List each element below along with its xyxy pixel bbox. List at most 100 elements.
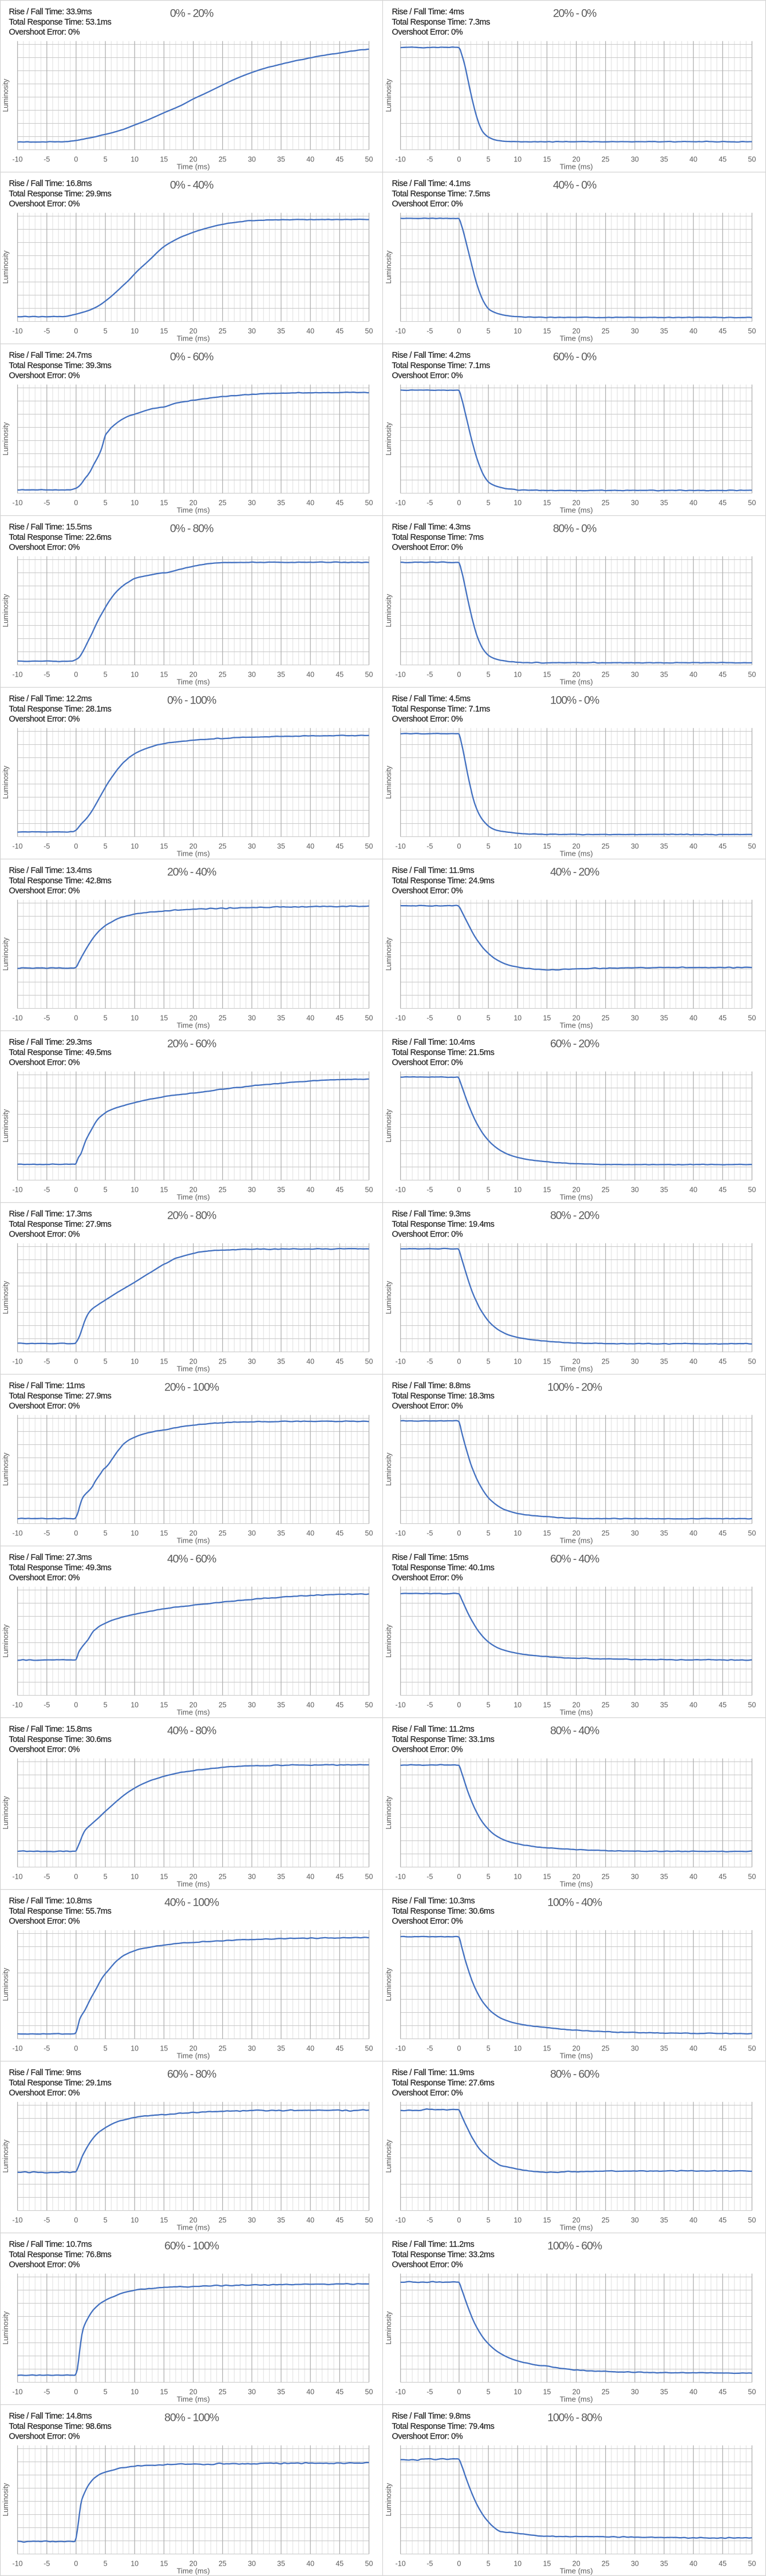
svg-text:Time (ms): Time (ms) bbox=[560, 2223, 593, 2232]
svg-text:25: 25 bbox=[602, 1358, 610, 1366]
svg-text:35: 35 bbox=[277, 1873, 285, 1881]
svg-text:35: 35 bbox=[660, 1358, 668, 1366]
svg-text:35: 35 bbox=[277, 156, 285, 164]
svg-text:-10: -10 bbox=[13, 2217, 23, 2225]
svg-text:50: 50 bbox=[748, 2045, 756, 2053]
svg-text:25: 25 bbox=[602, 2388, 610, 2396]
svg-text:Rise / Fall Time: 15.8ms: Rise / Fall Time: 15.8ms bbox=[9, 1725, 92, 1734]
svg-text:10: 10 bbox=[131, 1873, 139, 1881]
svg-text:Overshoot Error: 0%: Overshoot Error: 0% bbox=[392, 2089, 463, 2098]
svg-text:-5: -5 bbox=[427, 1873, 433, 1881]
svg-text:25: 25 bbox=[602, 156, 610, 164]
svg-text:Rise / Fall Time: 9.3ms: Rise / Fall Time: 9.3ms bbox=[392, 1210, 471, 1219]
svg-text:100% - 20%: 100% - 20% bbox=[547, 1381, 602, 1394]
svg-text:Rise / Fall Time: 10.3ms: Rise / Fall Time: 10.3ms bbox=[392, 1897, 475, 1906]
svg-text:15: 15 bbox=[160, 1873, 168, 1881]
svg-text:20: 20 bbox=[572, 1186, 581, 1194]
svg-text:45: 45 bbox=[335, 2388, 343, 2396]
svg-text:30: 30 bbox=[631, 1701, 639, 1709]
svg-text:35: 35 bbox=[277, 1701, 285, 1709]
svg-text:0: 0 bbox=[457, 1873, 461, 1881]
svg-text:5: 5 bbox=[487, 1873, 491, 1881]
svg-text:20: 20 bbox=[189, 1014, 198, 1022]
svg-text:10: 10 bbox=[131, 843, 139, 851]
svg-text:5: 5 bbox=[104, 671, 108, 679]
svg-text:-5: -5 bbox=[44, 1358, 50, 1366]
svg-text:0: 0 bbox=[457, 156, 461, 164]
svg-text:30: 30 bbox=[248, 1014, 256, 1022]
svg-text:45: 45 bbox=[718, 1873, 726, 1881]
svg-text:35: 35 bbox=[277, 2388, 285, 2396]
svg-text:25: 25 bbox=[219, 1358, 227, 1366]
svg-text:-10: -10 bbox=[13, 1014, 23, 1022]
svg-text:-5: -5 bbox=[44, 671, 50, 679]
svg-text:25: 25 bbox=[602, 1873, 610, 1881]
svg-text:10: 10 bbox=[131, 2388, 139, 2396]
svg-text:Time (ms): Time (ms) bbox=[560, 2395, 593, 2404]
svg-text:-5: -5 bbox=[44, 1014, 50, 1022]
svg-text:45: 45 bbox=[335, 2560, 343, 2568]
svg-text:20: 20 bbox=[572, 499, 581, 507]
svg-text:60% - 20%: 60% - 20% bbox=[550, 1038, 599, 1050]
svg-text:Total Response Time: 7ms: Total Response Time: 7ms bbox=[392, 533, 484, 542]
svg-text:10: 10 bbox=[514, 1530, 522, 1538]
svg-text:-5: -5 bbox=[427, 1530, 433, 1538]
svg-text:30: 30 bbox=[248, 2045, 256, 2053]
svg-text:Overshoot Error: 0%: Overshoot Error: 0% bbox=[9, 887, 80, 896]
svg-text:Luminosity: Luminosity bbox=[385, 2483, 393, 2516]
svg-text:30: 30 bbox=[248, 2560, 256, 2568]
svg-text:0% - 100%: 0% - 100% bbox=[167, 694, 216, 707]
svg-text:50: 50 bbox=[365, 1186, 373, 1194]
svg-text:30: 30 bbox=[631, 156, 639, 164]
svg-text:45: 45 bbox=[718, 2560, 726, 2568]
svg-text:Time (ms): Time (ms) bbox=[177, 1880, 210, 1888]
svg-text:30: 30 bbox=[631, 1014, 639, 1022]
svg-text:Rise / Fall Time: 33.9ms: Rise / Fall Time: 33.9ms bbox=[9, 7, 92, 17]
svg-text:15: 15 bbox=[543, 1186, 551, 1194]
svg-text:50: 50 bbox=[748, 1014, 756, 1022]
svg-text:10: 10 bbox=[514, 1701, 522, 1709]
svg-text:80% - 40%: 80% - 40% bbox=[550, 1725, 599, 1737]
svg-text:Luminosity: Luminosity bbox=[385, 765, 393, 799]
svg-text:Time (ms): Time (ms) bbox=[177, 334, 210, 343]
svg-text:50: 50 bbox=[748, 327, 756, 335]
svg-text:15: 15 bbox=[543, 327, 551, 335]
svg-text:25: 25 bbox=[219, 2045, 227, 2053]
svg-text:30: 30 bbox=[631, 2217, 639, 2225]
svg-text:-10: -10 bbox=[13, 2045, 23, 2053]
svg-text:Total Response Time: 33.1ms: Total Response Time: 33.1ms bbox=[392, 1735, 495, 1744]
svg-text:Time (ms): Time (ms) bbox=[560, 1880, 593, 1888]
svg-text:50: 50 bbox=[748, 1873, 756, 1881]
svg-text:-10: -10 bbox=[13, 843, 23, 851]
svg-text:Total Response Time: 27.9ms: Total Response Time: 27.9ms bbox=[9, 1220, 112, 1229]
svg-text:45: 45 bbox=[335, 843, 343, 851]
svg-text:Total Response Time: 27.9ms: Total Response Time: 27.9ms bbox=[9, 1392, 112, 1401]
svg-text:Total Response Time: 98.6ms: Total Response Time: 98.6ms bbox=[9, 2422, 112, 2431]
svg-text:-5: -5 bbox=[44, 843, 50, 851]
svg-text:Rise / Fall Time: 11.9ms: Rise / Fall Time: 11.9ms bbox=[392, 2068, 475, 2077]
svg-text:0: 0 bbox=[457, 1358, 461, 1366]
svg-text:50: 50 bbox=[365, 2388, 373, 2396]
svg-text:10: 10 bbox=[514, 671, 522, 679]
svg-text:Time (ms): Time (ms) bbox=[177, 2223, 210, 2232]
svg-text:Luminosity: Luminosity bbox=[2, 78, 10, 112]
svg-text:Total Response Time: 40.1ms: Total Response Time: 40.1ms bbox=[392, 1563, 495, 1573]
svg-text:0: 0 bbox=[457, 1701, 461, 1709]
svg-text:45: 45 bbox=[335, 1873, 343, 1881]
svg-text:35: 35 bbox=[277, 2560, 285, 2568]
svg-text:15: 15 bbox=[160, 1530, 168, 1538]
svg-text:Total Response Time: 7.1ms: Total Response Time: 7.1ms bbox=[392, 361, 490, 370]
svg-text:-10: -10 bbox=[13, 1186, 23, 1194]
svg-text:15: 15 bbox=[160, 499, 168, 507]
svg-text:Time (ms): Time (ms) bbox=[560, 163, 593, 171]
svg-text:25: 25 bbox=[219, 2560, 227, 2568]
svg-text:45: 45 bbox=[718, 1530, 726, 1538]
svg-text:15: 15 bbox=[543, 671, 551, 679]
svg-text:-5: -5 bbox=[427, 1186, 433, 1194]
svg-text:35: 35 bbox=[660, 327, 668, 335]
svg-text:-10: -10 bbox=[396, 499, 406, 507]
svg-text:10: 10 bbox=[514, 843, 522, 851]
svg-text:Time (ms): Time (ms) bbox=[560, 1193, 593, 1202]
svg-text:20: 20 bbox=[572, 2560, 581, 2568]
svg-text:10: 10 bbox=[514, 1358, 522, 1366]
